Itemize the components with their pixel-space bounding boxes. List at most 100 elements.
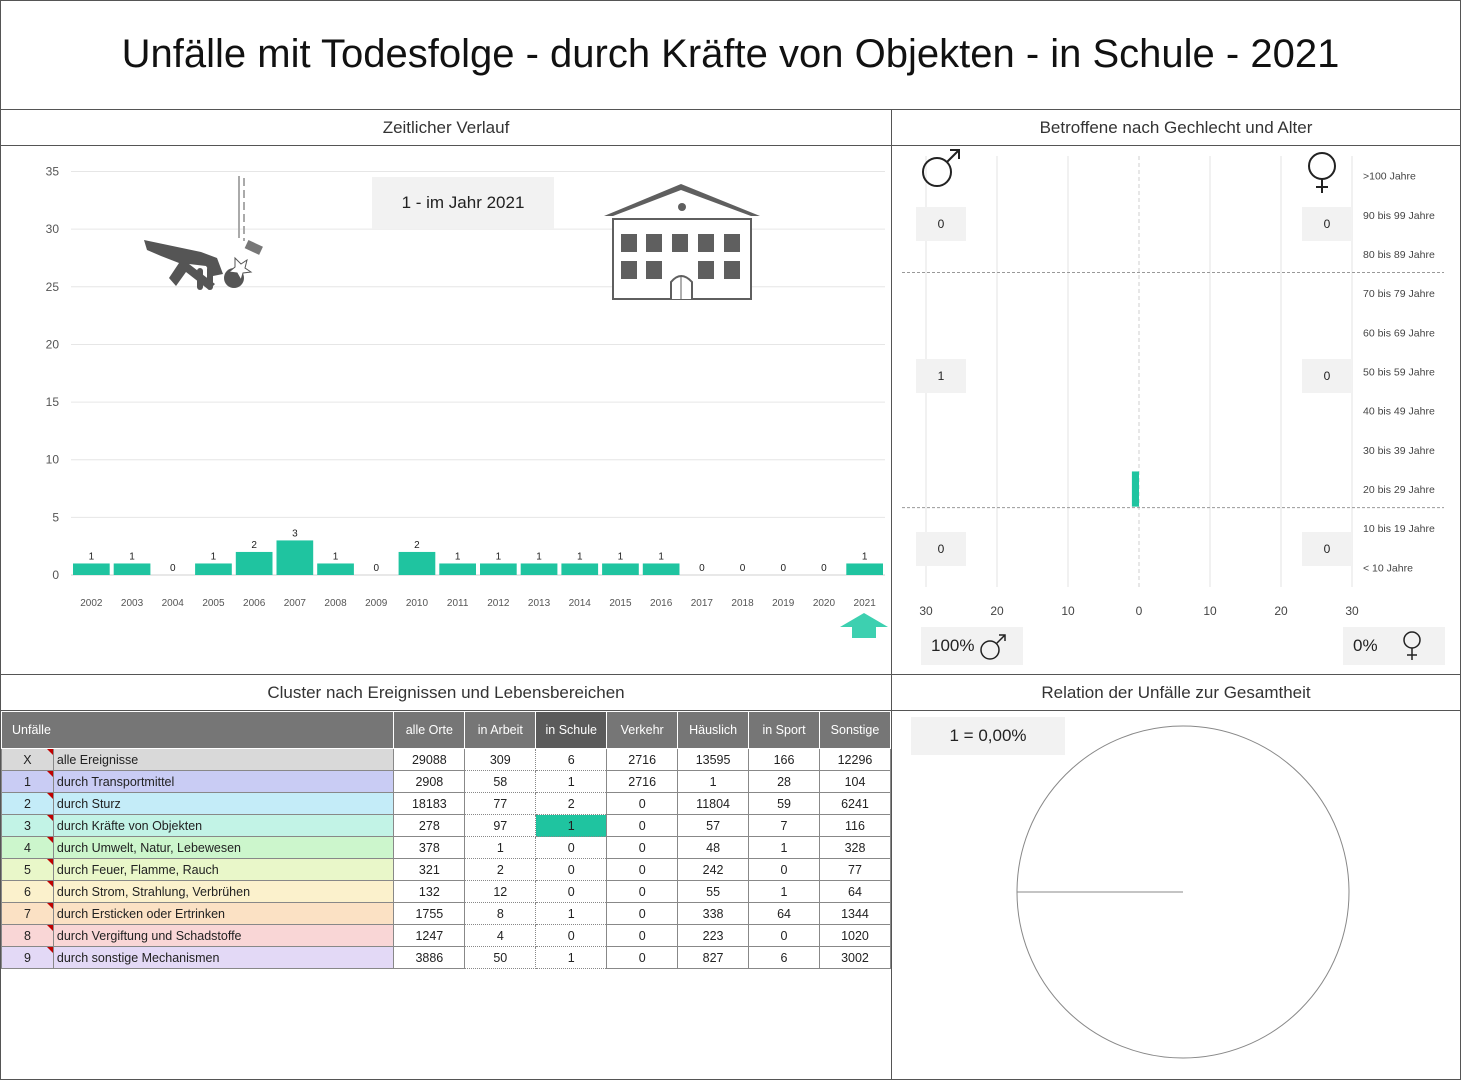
gender-x-tick: 20 [1274, 604, 1288, 618]
time-bar-label: 1 [333, 551, 339, 562]
cluster-cell: 378 [393, 836, 466, 859]
time-bar-label: 0 [740, 563, 746, 574]
school-building-icon [604, 184, 760, 300]
cluster-header-6[interactable]: in Sport [748, 711, 820, 749]
female-box-middle: 0 [1302, 359, 1352, 393]
cluster-header-0[interactable]: Unfälle [0, 711, 395, 749]
time-x-tick: 2021 [854, 598, 877, 609]
cluster-name: durch Umwelt, Natur, Lebewesen [52, 836, 395, 859]
male-box-middle: 1 [916, 359, 966, 393]
cluster-table-header: Unfälle alle Orte in Arbeit in Schule Verkeh… [0, 711, 892, 749]
cluster-cell: 18183 [393, 792, 466, 815]
cluster-cell: 6 [748, 946, 820, 969]
time-x-tick: 2019 [772, 598, 795, 609]
time-bar [846, 563, 883, 575]
cluster-cell: 116 [818, 814, 892, 837]
cluster-cell: 338 [677, 902, 750, 925]
comment-marker-icon [46, 903, 53, 909]
time-y-tick: 5 [52, 510, 59, 524]
selected-year-arrow [840, 613, 888, 638]
cluster-cell: 29088 [393, 748, 466, 771]
age-group-label: 20 bis 29 Jahre [1363, 484, 1435, 496]
cluster-cell: 0 [606, 792, 679, 815]
time-bar-label: 1 [89, 551, 95, 562]
gender-x-tick: 0 [1136, 604, 1143, 618]
cluster-header-5[interactable]: Häuslich [677, 711, 750, 749]
female-box-lower: 0 [1302, 532, 1352, 566]
cluster-cell: 321 [393, 858, 466, 881]
time-bar [276, 540, 314, 575]
cluster-name: durch sonstige Mechanismen [52, 946, 395, 969]
cluster-row[interactable]: 9 durch sonstige Mechanismen 3886 50 1 0 827 6 3… [1, 946, 892, 969]
age-group-label: 50 bis 59 Jahre [1363, 367, 1435, 379]
time-y-tick: 25 [46, 280, 60, 294]
cluster-cell: 13595 [677, 748, 750, 771]
female-symbol-icon [1308, 152, 1336, 193]
time-x-tick: 2009 [365, 598, 388, 609]
cluster-cell: 28 [748, 770, 820, 793]
time-y-tick: 20 [46, 337, 60, 351]
female-box-upper: 0 [1302, 207, 1352, 241]
time-bar [602, 563, 639, 575]
comment-marker-icon [46, 925, 53, 931]
cluster-cell: 64 [818, 880, 892, 903]
cluster-row[interactable]: 5 durch Feuer, Flamme, Rauch 321 2 0 0 242 0 77 [1, 858, 892, 881]
cluster-name: durch Sturz [52, 792, 395, 815]
age-group-label: 90 bis 99 Jahre [1363, 210, 1435, 222]
cluster-cell: 2 [464, 858, 537, 881]
cluster-code: 3 [1, 814, 54, 837]
age-group-label: 40 bis 49 Jahre [1363, 406, 1435, 418]
cluster-cell: 827 [677, 946, 750, 969]
cluster-cell: 0 [606, 858, 679, 881]
gender-panel-title: Betroffene nach Gechlecht und Alter [892, 110, 1460, 146]
time-x-tick: 2007 [284, 598, 307, 609]
cluster-row[interactable]: 6 durch Strom, Strahlung, Verbrühen 132 12 0… [1, 880, 892, 903]
cluster-code: 7 [1, 902, 54, 925]
cluster-cell: 3002 [818, 946, 892, 969]
time-callout: 1 - im Jahr 2021 [372, 177, 554, 229]
page-title: Unfälle mit Todesfolge - durch Kräfte vo… [0, 0, 1461, 110]
cluster-cell: 8 [464, 902, 537, 925]
time-bar [398, 551, 436, 575]
cluster-cell: 132 [393, 880, 466, 903]
time-x-tick: 2018 [731, 598, 754, 609]
cluster-cell: 12 [464, 880, 537, 903]
cluster-header-3[interactable]: in Schule [535, 711, 608, 749]
cluster-row[interactable]: 3 durch Kräfte von Objekten 278 97 1 0 57 7 116 [1, 814, 892, 837]
cluster-row[interactable]: 8 durch Vergiftung und Schadstoffe 1247 4 0 0… [1, 924, 892, 947]
cluster-row[interactable]: 2 durch Sturz 18183 77 2 0 11804 59 6241 [1, 792, 892, 815]
cluster-table: Unfälle alle Orte in Arbeit in Schule Verkeh… [0, 711, 892, 969]
cluster-cell: 0 [606, 946, 679, 969]
cluster-cell: 0 [535, 924, 608, 947]
cluster-cell: 12296 [818, 748, 892, 771]
time-x-tick: 2011 [447, 598, 469, 609]
cluster-cell: 97 [464, 814, 537, 837]
cluster-cell: 0 [606, 880, 679, 903]
cluster-cell: 77 [818, 858, 892, 881]
time-bar [642, 563, 680, 575]
cluster-header-4[interactable]: Verkehr [606, 711, 679, 749]
cluster-header-2[interactable]: in Arbeit [464, 711, 537, 749]
time-x-tick: 2017 [691, 598, 714, 609]
cluster-name: durch Strom, Strahlung, Verbrühen [52, 880, 395, 903]
cluster-name: durch Feuer, Flamme, Rauch [52, 858, 395, 881]
cluster-code: 9 [1, 946, 54, 969]
age-group-label: 10 bis 19 Jahre [1363, 523, 1435, 535]
gender-x-tick: 20 [990, 604, 1004, 618]
cluster-row[interactable]: 4 durch Umwelt, Natur, Lebewesen 378 1 0 0 48 1… [1, 836, 892, 859]
male-symbol-icon [922, 149, 960, 187]
cluster-cell: 1 [535, 770, 608, 793]
cluster-header-1[interactable]: alle Orte [393, 711, 466, 749]
female-percentage-box: 0% [1343, 627, 1445, 665]
time-x-tick: 2002 [80, 598, 103, 609]
age-group-label: < 10 Jahre [1363, 562, 1413, 574]
cluster-row[interactable]: 1 durch Transportmittel 2908 58 1 2716 1 28 104 [1, 770, 892, 793]
cluster-row[interactable]: 7 durch Ersticken oder Ertrinken 1755 8 1 0 33… [1, 902, 892, 925]
cluster-header-7[interactable]: Sonstige [818, 711, 892, 749]
time-panel: Zeitlicher Verlauf 0 5 10 15 20 25 30 35 1 2002 1… [0, 109, 892, 675]
cluster-cell: 2908 [393, 770, 466, 793]
time-bar [317, 563, 354, 575]
time-bar-label: 2 [251, 540, 257, 551]
